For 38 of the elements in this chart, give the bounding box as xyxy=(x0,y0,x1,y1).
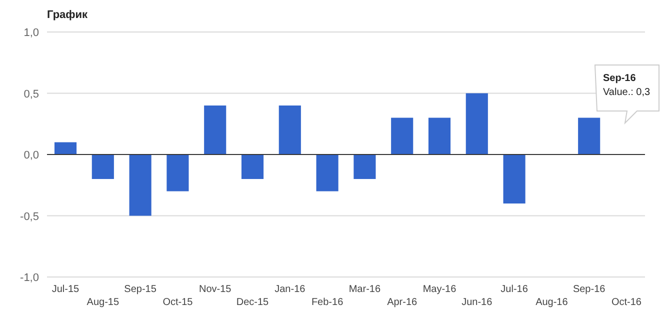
x-tick-label: Oct-15 xyxy=(162,297,194,308)
x-tick-label: Sep-16 xyxy=(572,284,606,295)
bar xyxy=(503,154,526,204)
bar xyxy=(204,106,226,154)
bar xyxy=(92,154,114,179)
bar xyxy=(241,154,264,179)
x-tick-label: May-16 xyxy=(422,284,457,295)
x-tick-label: Jan-16 xyxy=(274,284,306,295)
y-tick-label: -0,5 xyxy=(20,210,39,223)
x-tick-label: Sep-15 xyxy=(124,284,157,295)
y-tick-label: 0,0 xyxy=(24,150,39,162)
x-tick-label: Feb-16 xyxy=(311,297,344,308)
x-tick-label: Jul-16 xyxy=(500,284,528,295)
x-tick-label: Jun-16 xyxy=(462,297,493,308)
x-tick-label: Nov-15 xyxy=(198,284,232,295)
bar xyxy=(278,106,301,154)
y-tick-label: 1,0 xyxy=(24,27,39,39)
bar xyxy=(316,154,338,192)
bar xyxy=(391,118,414,154)
x-tick-label: Aug-16 xyxy=(536,297,568,308)
bar xyxy=(354,154,376,179)
chart-title: График xyxy=(47,9,88,21)
x-tick-label: Dec-15 xyxy=(236,297,270,308)
x-tick-label: Aug-15 xyxy=(86,297,120,308)
x-tick-label: Apr-16 xyxy=(387,297,418,308)
bar xyxy=(166,154,189,192)
annotation: Value.: 0,3 xyxy=(603,87,651,98)
bar xyxy=(466,93,488,154)
x-tick-label: Oct-16 xyxy=(611,297,642,308)
bar xyxy=(578,118,600,154)
bar xyxy=(54,142,77,154)
x-tick-label: Mar-16 xyxy=(348,284,381,295)
bar xyxy=(129,154,152,216)
y-tick-label: 0,5 xyxy=(24,88,39,100)
bar xyxy=(428,118,451,154)
y-tick-label: -1,0 xyxy=(20,272,39,284)
x-tick-label: Jul-15 xyxy=(52,284,80,295)
annotation: Sep-16 xyxy=(603,73,636,84)
